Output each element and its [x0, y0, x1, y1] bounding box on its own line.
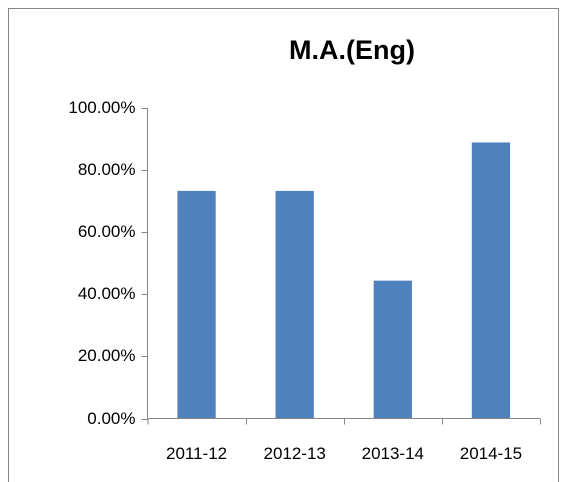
bar	[373, 280, 412, 419]
x-tick-label: 2011-12	[166, 444, 227, 463]
y-tick-label: 60.00%	[78, 222, 136, 241]
x-tick-label: 2013-14	[362, 444, 424, 463]
y-tick-label: 20.00%	[78, 346, 136, 365]
bar	[471, 142, 511, 419]
x-tick-label: 2012-13	[263, 444, 325, 463]
y-tick-label: 100.00%	[68, 98, 135, 117]
bar	[275, 190, 314, 419]
y-tick-label: 0.00%	[87, 409, 135, 428]
x-tick-label: 2014-15	[460, 444, 522, 463]
chart-border	[8, 8, 559, 482]
y-tick-label: 80.00%	[78, 160, 136, 179]
y-tick-label: 40.00%	[78, 284, 136, 303]
bar	[177, 190, 216, 419]
chart-title: M.A.(Eng)	[289, 35, 415, 65]
